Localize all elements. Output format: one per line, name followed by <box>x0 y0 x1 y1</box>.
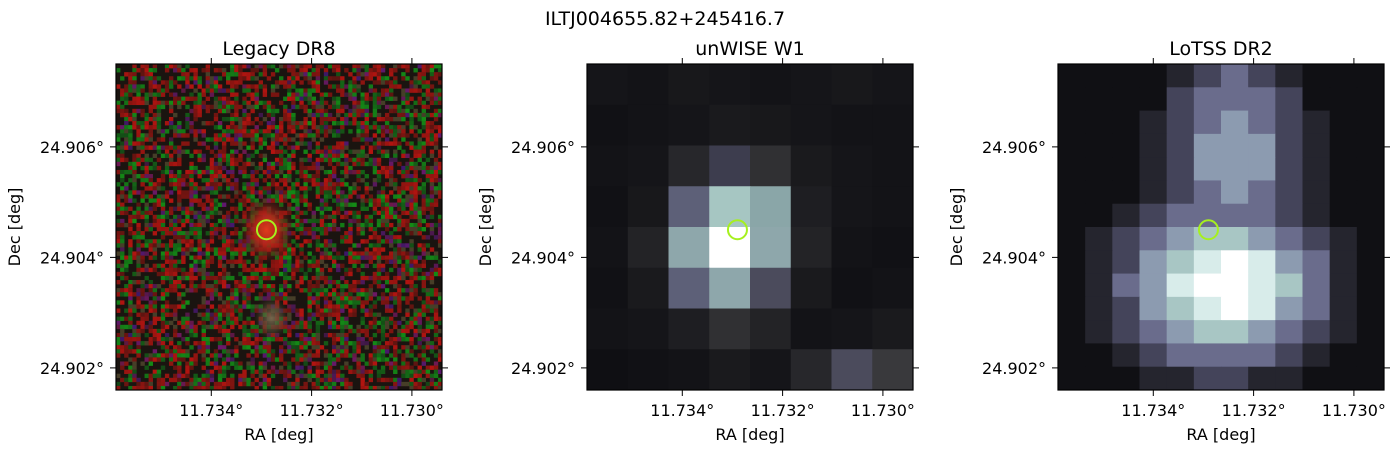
panel-3: LoTSS DR2 11.734° 11.732° 11.730° 24.902° 24.… <box>947 38 1390 444</box>
panel-1: Legacy DR8 11.734° 11.732° 11.730° 24.902° 24… <box>5 38 448 444</box>
y-axis-label: Dec [deg] <box>947 188 966 267</box>
x-tick-label: 11.730° <box>380 401 444 420</box>
y-tick-label: 24.902° <box>40 359 104 378</box>
panel-image <box>116 64 442 390</box>
x-axis-label: RA [deg] <box>1186 425 1255 444</box>
x-tick-label: 11.734° <box>650 401 714 420</box>
x-tick-label: 11.732° <box>1222 401 1286 420</box>
x-tick-label: 11.734° <box>179 401 243 420</box>
y-tick-label: 24.902° <box>982 359 1046 378</box>
source-marker <box>726 219 748 241</box>
y-tick-label: 24.906° <box>511 138 575 157</box>
x-axis-label: RA [deg] <box>715 425 784 444</box>
x-tick-label: 11.732° <box>280 401 344 420</box>
y-tick-label: 24.902° <box>511 359 575 378</box>
panel-image <box>1058 64 1384 390</box>
panel-image <box>587 64 913 390</box>
panel-title: unWISE W1 <box>695 38 804 60</box>
panel-title: LoTSS DR2 <box>1169 38 1273 60</box>
figure-title: ILTJ004655.82+245416.7 <box>544 8 786 30</box>
panel-2: unWISE W1 11.734° 11.732° 11.730° 24.902° 24.… <box>476 38 919 444</box>
y-tick-label: 24.906° <box>982 138 1046 157</box>
source-marker <box>255 219 277 241</box>
optical-source <box>238 195 295 264</box>
x-tick-label: 11.730° <box>851 401 915 420</box>
y-tick-label: 24.906° <box>40 138 104 157</box>
y-tick-label: 24.904° <box>511 248 575 267</box>
panel-frame <box>1057 63 1385 391</box>
x-tick-label: 11.732° <box>751 401 815 420</box>
y-tick-label: 24.904° <box>982 248 1046 267</box>
x-tick-label: 11.730° <box>1322 401 1386 420</box>
x-axis-label: RA [deg] <box>244 425 313 444</box>
y-tick-label: 24.904° <box>40 248 104 267</box>
y-axis-label: Dec [deg] <box>476 188 495 267</box>
panel-frame <box>586 63 914 391</box>
y-axis-label: Dec [deg] <box>5 188 24 267</box>
optical-source-south <box>253 296 290 341</box>
x-tick-label: 11.734° <box>1121 401 1185 420</box>
panel-frame <box>115 63 443 391</box>
source-marker <box>1197 219 1219 241</box>
panel-title: Legacy DR8 <box>222 38 335 60</box>
